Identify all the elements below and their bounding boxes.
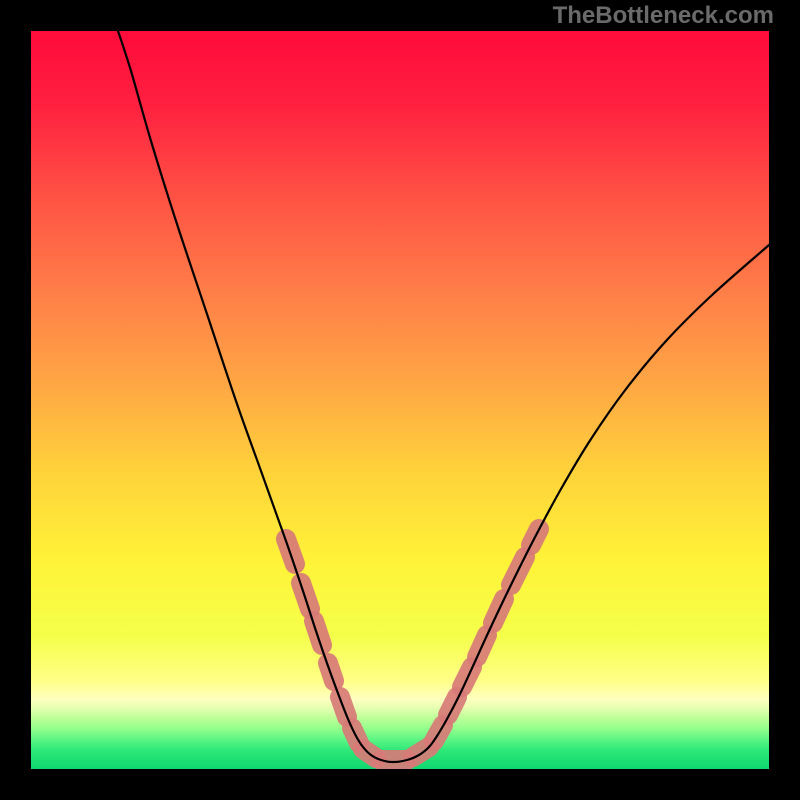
- bottleneck-curve: [118, 31, 769, 762]
- watermark-text: TheBottleneck.com: [553, 2, 774, 30]
- scatter-marker: [448, 697, 457, 715]
- plot-area: [31, 31, 769, 769]
- curve-svg: [31, 31, 769, 769]
- chart-frame: TheBottleneck.com: [0, 0, 800, 800]
- scatter-marker: [314, 621, 322, 645]
